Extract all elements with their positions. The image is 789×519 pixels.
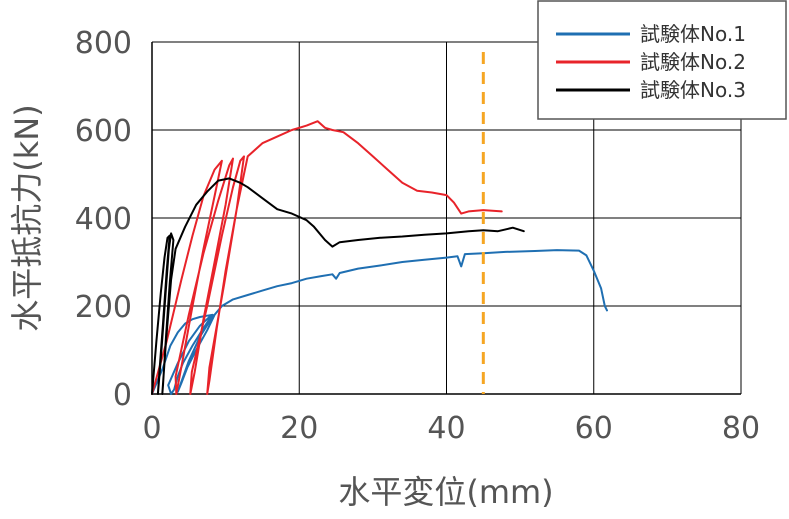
x-tick-label-0: 0 [142,411,161,446]
x-tick-label-20: 20 [280,411,318,446]
x-axis-title: 水平変位(mm) [338,473,553,511]
y-tick-label-600: 600 [75,114,132,149]
y-tick-label-0: 0 [113,378,132,413]
series-line-3 [151,177,525,395]
y-tick-label-200: 200 [75,290,132,325]
y-tick-label-400: 400 [75,202,132,237]
legend-box [537,0,787,120]
x-tick-label-40: 40 [427,411,465,446]
legend-label-3: 試験体No.3 [640,78,746,102]
series-line-1 [151,249,608,395]
series-layer [151,120,608,395]
y-tick-label-800: 800 [75,26,132,61]
legend-label-1: 試験体No.1 [640,22,746,46]
legend: 試験体No.1 試験体No.2 試験体No.3 [537,0,787,120]
legend-label-2: 試験体No.2 [640,50,746,74]
series-line-2 [151,120,503,395]
x-tick-label-80: 80 [722,411,760,446]
y-axis-title: 水平抵抗力(kN) [8,104,46,331]
x-tick-label-60: 60 [575,411,613,446]
